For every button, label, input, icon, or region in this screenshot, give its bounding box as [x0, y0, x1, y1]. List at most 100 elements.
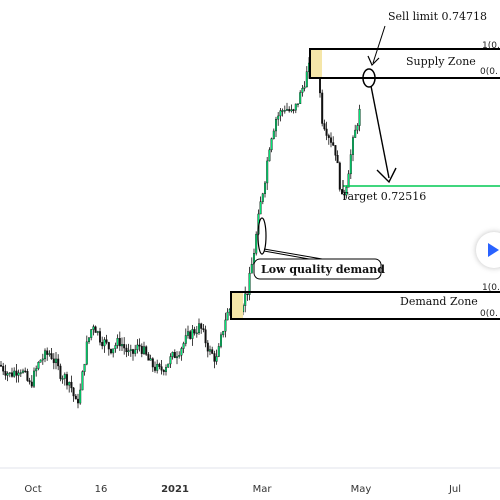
candle-up — [68, 381, 71, 386]
candle-up — [127, 350, 130, 353]
sell-limit-label: Sell limit 0.74718 — [388, 10, 487, 23]
candle-down — [109, 348, 112, 354]
sell-limit-circle — [362, 68, 376, 88]
candle-up — [178, 355, 181, 357]
candle-up — [277, 115, 280, 120]
candle-down — [50, 353, 53, 360]
x-tick-label: 16 — [95, 484, 108, 495]
candle-down — [162, 370, 165, 372]
candle-up — [294, 103, 297, 111]
candle-down — [2, 365, 5, 372]
candle-up — [61, 378, 64, 380]
candle-down — [213, 353, 216, 362]
candle-down — [28, 380, 31, 383]
candle-up — [164, 367, 167, 372]
candle-down — [202, 328, 205, 330]
candle-down — [4, 371, 7, 376]
candle-up — [149, 358, 152, 361]
x-tick-label: May — [351, 484, 372, 495]
candle-up — [171, 352, 174, 357]
candle-down — [26, 371, 29, 381]
candle-up — [35, 368, 38, 372]
candle-up — [169, 356, 172, 365]
candle-up — [186, 331, 189, 336]
candle-down — [59, 365, 62, 379]
play-button[interactable] — [476, 232, 500, 268]
candle-down — [334, 145, 337, 156]
candle-up — [13, 370, 16, 377]
candle-up — [259, 201, 262, 215]
candle-down — [173, 352, 176, 359]
candle-up — [103, 339, 106, 347]
candle-down — [200, 323, 203, 329]
candle-down — [52, 358, 55, 364]
candle-up — [208, 349, 211, 352]
candle-up — [197, 323, 200, 334]
candle-down — [46, 350, 49, 355]
candle-down — [158, 363, 161, 367]
candle-down — [65, 374, 68, 386]
candle-down — [72, 387, 75, 397]
candle-down — [0, 364, 2, 367]
candle-up — [264, 182, 267, 194]
candle-up — [281, 110, 284, 112]
candle-down — [76, 398, 79, 404]
supply-fib-bottom-label: 0(0. — [480, 67, 498, 77]
candle-up — [255, 233, 258, 254]
candle-up — [347, 173, 350, 188]
candle-up — [299, 92, 302, 104]
candle-up — [8, 372, 11, 374]
candle-down — [101, 342, 104, 347]
candle-down — [288, 109, 291, 112]
candle-up — [39, 359, 42, 363]
demand-zone[interactable]: Demand Zone 1(0. 0(0. — [230, 283, 500, 320]
target-arrow — [370, 85, 390, 179]
candle-up — [184, 335, 187, 344]
candle-up — [226, 311, 229, 321]
candle-up — [244, 293, 247, 306]
candle-up — [283, 109, 286, 112]
candle-down — [98, 331, 101, 343]
candle-down — [70, 381, 73, 389]
candle-down — [160, 366, 163, 371]
candle-down — [30, 381, 33, 387]
candle-up — [286, 109, 289, 111]
candle-down — [118, 338, 121, 347]
sell-limit-arrow — [372, 25, 386, 64]
candle-up — [63, 374, 66, 379]
candle-up — [356, 125, 359, 131]
x-axis-ticks: Oct 16 2021 Mar May Jul — [24, 484, 461, 495]
candle-down — [153, 366, 156, 371]
candle-up — [303, 86, 306, 89]
candle-down — [204, 329, 207, 344]
candle-up — [6, 373, 9, 376]
candle-down — [10, 372, 13, 377]
candle-down — [123, 344, 126, 349]
candle-down — [151, 358, 154, 368]
demand-fib-bottom-label: 0(0. — [480, 309, 498, 319]
candle-down — [147, 354, 150, 361]
candle-up — [261, 193, 264, 202]
candle-up — [41, 358, 44, 361]
candle-up — [48, 353, 51, 355]
play-icon — [488, 243, 499, 257]
candle-up — [270, 138, 273, 151]
candle-down — [246, 293, 249, 295]
candle-down — [138, 344, 141, 347]
candle-up — [156, 363, 159, 371]
callout-pointer-1 — [263, 248, 329, 261]
candle-down — [330, 137, 333, 143]
candle-up — [79, 389, 82, 404]
candle-down — [323, 123, 326, 130]
supply-zone-label: Supply Zone — [406, 55, 476, 68]
callout-label: Low quality demand — [261, 263, 385, 276]
candle-down — [125, 347, 128, 353]
candle-down — [336, 155, 339, 164]
candle-up — [37, 362, 40, 369]
demand-zone-origin-highlight — [231, 292, 243, 319]
candle-up — [290, 109, 293, 112]
candle-up — [219, 334, 222, 347]
candle-down — [332, 142, 335, 146]
supply-zone[interactable]: Supply Zone 1(0. 0(0. — [309, 41, 500, 79]
